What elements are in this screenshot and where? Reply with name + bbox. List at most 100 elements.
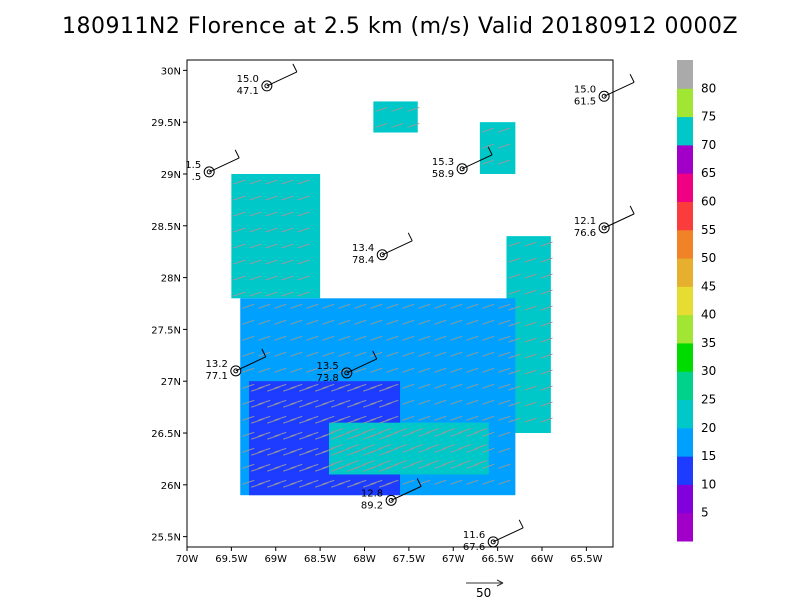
x-tick-label: 70W <box>176 554 199 565</box>
wind-speed-field <box>231 101 551 496</box>
wind-vector <box>297 195 310 201</box>
wind-vector <box>242 399 255 405</box>
wind-vector <box>314 450 328 456</box>
wind-vector <box>354 351 367 357</box>
observation-station-icon <box>261 80 273 92</box>
observation-temperature: 1.5 <box>185 160 201 171</box>
observation-temperature: 13.2 <box>206 359 228 370</box>
wind-vector <box>297 243 310 249</box>
wind-vector <box>330 402 344 408</box>
wind-vector <box>450 463 463 469</box>
wind-vector <box>338 367 351 373</box>
wind-vector <box>402 415 415 421</box>
wind-vector <box>266 466 280 472</box>
wind-vector <box>330 460 344 466</box>
y-tick-label: 28.5N <box>151 222 181 233</box>
wind-vector <box>410 460 424 466</box>
wind-vector <box>378 482 392 488</box>
wind-vector <box>407 106 420 112</box>
wind-vector <box>362 434 376 440</box>
wind-vector <box>540 305 553 311</box>
wind-vector <box>407 122 420 128</box>
wind-vector <box>242 335 255 341</box>
wind-vector <box>298 450 312 456</box>
wind-vector <box>330 434 344 440</box>
colorbar-label: 5 <box>701 506 709 520</box>
wind-vector <box>540 385 553 391</box>
wind-vector <box>450 399 463 405</box>
wind-vector <box>418 399 431 405</box>
wind-vector <box>442 444 456 450</box>
wind-vector <box>498 479 511 485</box>
wind-vector <box>378 418 392 424</box>
wind-vector <box>508 257 521 263</box>
wind-vector <box>386 303 399 309</box>
wind-vector <box>497 127 511 133</box>
wind-vector <box>474 460 488 466</box>
wind-vector <box>322 367 335 373</box>
observation-value: 77.1 <box>206 371 228 382</box>
colorbar-label: 55 <box>701 223 716 237</box>
wind-vector <box>322 303 335 309</box>
wind-barb-flag <box>518 519 524 529</box>
wind-field-cell <box>231 173 321 299</box>
wind-vector <box>434 383 447 389</box>
wind-vector <box>298 386 312 392</box>
wind-vector <box>249 243 262 249</box>
observation-station-icon <box>341 367 353 379</box>
reference-vector: 50 <box>466 579 504 600</box>
wind-vector <box>540 401 553 407</box>
wind-vector <box>233 291 246 297</box>
wind-vector <box>370 367 383 373</box>
wind-vector <box>458 460 472 466</box>
wind-vector <box>434 351 447 357</box>
wind-vector <box>322 351 335 357</box>
observation-value: 78.4 <box>352 255 374 266</box>
wind-vector <box>508 273 521 279</box>
wind-vector <box>322 335 335 341</box>
wind-vector <box>242 415 255 421</box>
wind-vector <box>281 211 294 217</box>
wind-vector <box>418 319 431 325</box>
wind-vector <box>482 383 495 389</box>
wind-vector <box>450 447 463 453</box>
wind-vector <box>330 428 344 434</box>
observation-station-icon <box>598 222 610 234</box>
wind-vector <box>250 434 264 440</box>
wind-vector <box>265 227 278 233</box>
wind-vector <box>466 367 479 373</box>
observation-station-icon <box>203 166 215 178</box>
observation-station-dot <box>233 368 239 374</box>
colorbar-segment <box>677 88 693 118</box>
wind-vector <box>418 303 431 309</box>
y-axis-ticks: 25.5N 26N 26.5N 27N 27.5N 28N 28.5N 29N 29.5N 30N <box>151 66 187 544</box>
colorbar-label: 40 <box>701 308 716 322</box>
wind-vector <box>298 434 312 440</box>
wind-vector <box>314 418 328 424</box>
observation-temperature: 12.8 <box>361 488 383 499</box>
wind-vector <box>418 463 431 469</box>
observation-temperature: 13.5 <box>316 361 338 372</box>
observation-station-dot <box>490 539 496 545</box>
observation-value: 76.6 <box>574 228 596 239</box>
wind-vector <box>482 399 495 405</box>
wind-vector <box>524 289 537 295</box>
colorbar-label: 65 <box>701 166 716 180</box>
wind-vector <box>354 367 367 373</box>
x-tick-label: 66W <box>531 554 554 565</box>
wind-vector <box>540 257 553 263</box>
wind-vector <box>306 335 319 341</box>
wind-vector <box>466 319 479 325</box>
wind-vector <box>297 227 310 233</box>
wind-vector <box>540 369 553 375</box>
observation-station-dot <box>601 225 607 231</box>
wind-vector <box>314 402 328 408</box>
wind-vector <box>434 399 447 405</box>
wind-vector <box>314 466 328 472</box>
colorbar-segment <box>677 286 693 316</box>
wind-vector <box>482 447 495 453</box>
x-tick-label: 67.5W <box>393 554 425 565</box>
wind-vector <box>282 386 296 392</box>
wind-vector <box>346 460 360 466</box>
colorbar-segment <box>677 60 693 89</box>
